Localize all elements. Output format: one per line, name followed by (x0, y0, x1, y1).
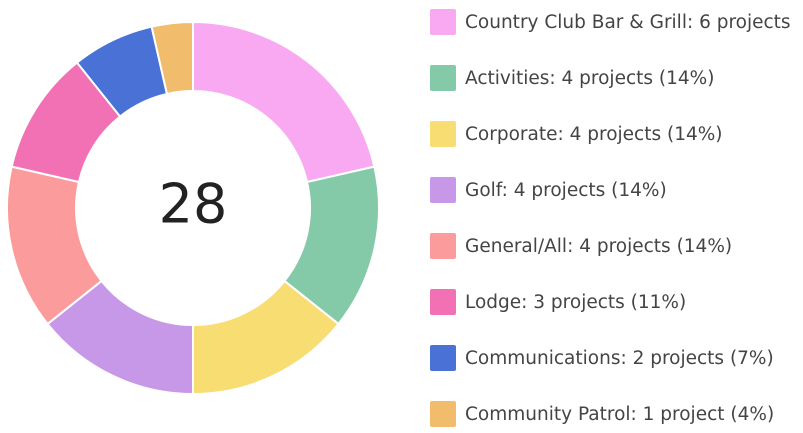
legend-label: Activities: 4 projects (14%) (465, 68, 714, 89)
legend-label: Communications: 2 projects (7%) (465, 348, 774, 369)
legend-label: General/All: 4 projects (14%) (465, 236, 732, 257)
legend-swatch (430, 233, 456, 259)
legend-swatch (430, 177, 456, 203)
legend-label: Corporate: 4 projects (14%) (465, 124, 723, 145)
donut-total: 28 (159, 173, 228, 236)
donut-slice (150, 20, 194, 96)
donut-slice (192, 20, 376, 184)
legend-swatch (430, 121, 456, 147)
legend-swatch (430, 289, 456, 315)
legend-label: Country Club Bar & Grill: 6 projects (465, 12, 791, 33)
legend-swatch (430, 345, 456, 371)
legend-swatch (430, 9, 456, 35)
legend-label: Lodge: 3 projects (11%) (465, 292, 686, 313)
legend-label: Community Patrol: 1 project (4%) (465, 404, 774, 425)
legend-swatch (430, 401, 456, 427)
legend-label: Golf: 4 projects (14%) (465, 180, 667, 201)
legend-swatch (430, 65, 456, 91)
